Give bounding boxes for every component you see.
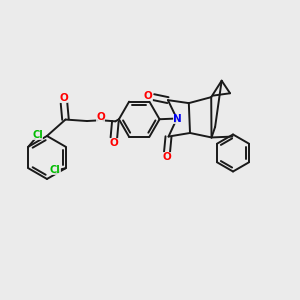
- Text: O: O: [60, 93, 68, 103]
- Text: Cl: Cl: [32, 130, 43, 140]
- Text: O: O: [110, 138, 118, 148]
- Text: O: O: [163, 152, 171, 163]
- Text: O: O: [96, 112, 105, 122]
- Text: Cl: Cl: [50, 165, 61, 175]
- Text: O: O: [144, 91, 153, 101]
- Text: N: N: [172, 114, 181, 124]
